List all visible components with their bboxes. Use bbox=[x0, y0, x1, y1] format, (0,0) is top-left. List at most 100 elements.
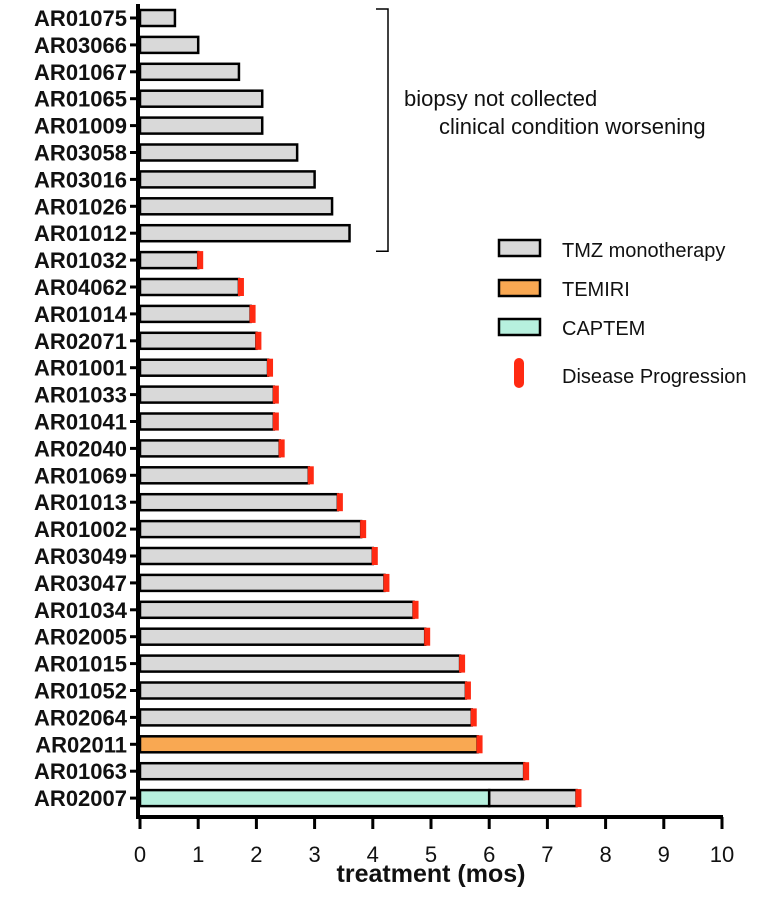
bar-segment-tmz bbox=[138, 35, 200, 55]
bar-segment-tmz bbox=[138, 250, 200, 270]
x-tick-label: 4 bbox=[367, 842, 379, 867]
progression-marker bbox=[412, 600, 419, 619]
legend-label-tmz: TMZ monotherapy bbox=[562, 240, 725, 262]
y-tick-label: AR01063 bbox=[34, 759, 127, 784]
progression-marker bbox=[272, 385, 279, 404]
x-tick-label: 9 bbox=[658, 842, 670, 867]
bar-segment-tmz bbox=[138, 89, 264, 108]
x-tick-label: 0 bbox=[134, 842, 146, 867]
bar-segment-captem bbox=[138, 788, 491, 808]
bar-segment-tmz bbox=[138, 412, 276, 431]
bar-segment-tmz bbox=[138, 358, 270, 377]
progression-marker bbox=[424, 627, 431, 646]
progression-marker bbox=[336, 493, 343, 512]
bar-segment-tmz bbox=[138, 197, 334, 216]
y-tick-label: AR01075 bbox=[34, 6, 127, 31]
y-tick-label: AR01014 bbox=[34, 302, 128, 327]
legend-label-temiri: TEMIRI bbox=[562, 279, 630, 301]
y-tick-label: AR01002 bbox=[34, 517, 127, 542]
y-tick-label: AR02007 bbox=[34, 786, 127, 811]
y-tick-label: AR01009 bbox=[34, 114, 127, 139]
y-tick-label: AR01013 bbox=[34, 490, 127, 515]
y-tick-label: AR01034 bbox=[34, 598, 128, 623]
progression-marker bbox=[523, 762, 530, 781]
bar-segment-tmz bbox=[138, 761, 526, 781]
bar-segment-tmz bbox=[138, 573, 386, 593]
annotation-line-2: clinical condition worsening bbox=[439, 114, 706, 139]
y-tick-label: AR01067 bbox=[34, 60, 127, 85]
y-tick-label: AR01052 bbox=[34, 679, 127, 704]
bar-segment-tmz bbox=[138, 492, 340, 512]
progression-marker bbox=[470, 708, 477, 727]
bar-segment-tmz bbox=[138, 627, 427, 646]
progression-marker bbox=[249, 304, 256, 323]
progression-marker bbox=[371, 547, 378, 565]
y-tick-label: AR01033 bbox=[34, 383, 127, 408]
y-tick-label: AR02071 bbox=[34, 329, 127, 354]
x-tick-label: 2 bbox=[250, 842, 262, 867]
y-tick-labels: AR01075AR03066AR01067AR01065AR01009AR030… bbox=[34, 6, 138, 811]
progression-marker bbox=[360, 520, 367, 539]
progression-marker bbox=[272, 412, 279, 431]
annotation-group: biopsy not collected clinical condition … bbox=[376, 8, 706, 252]
y-tick-label: AR02011 bbox=[35, 732, 127, 757]
legend-label-progression: Disease Progression bbox=[562, 366, 747, 388]
legend-swatch-progression bbox=[514, 358, 524, 388]
legend: TMZ monotherapy TEMIRI CAPTEM Disease Pr… bbox=[497, 238, 747, 388]
bar-segment-tmz bbox=[138, 546, 375, 566]
x-tick-label: 6 bbox=[483, 842, 495, 867]
annotation-bracket bbox=[376, 8, 389, 252]
legend-label-captem: CAPTEM bbox=[562, 318, 645, 340]
progression-marker bbox=[459, 654, 466, 673]
y-tick-label: AR03016 bbox=[34, 167, 127, 192]
legend-swatch-temiri bbox=[497, 278, 542, 298]
bar-segment-tmz bbox=[138, 681, 468, 700]
bar-segment-tmz bbox=[138, 277, 241, 297]
y-tick-label: AR02040 bbox=[34, 436, 127, 461]
bar-segment-tmz bbox=[138, 519, 363, 539]
y-tick-label: AR01026 bbox=[34, 194, 127, 219]
x-tick-label: 7 bbox=[541, 842, 553, 867]
bar-segment-tmz bbox=[138, 385, 276, 404]
y-tick-label: AR04062 bbox=[34, 275, 127, 300]
y-tick-label: AR01001 bbox=[34, 356, 127, 381]
progression-marker bbox=[575, 789, 582, 808]
progression-marker bbox=[464, 681, 471, 700]
y-tick-label: AR03058 bbox=[34, 141, 127, 166]
y-tick-label: AR02064 bbox=[34, 705, 128, 730]
bar-segment-tmz bbox=[138, 600, 415, 620]
y-tick-label: AR01015 bbox=[34, 652, 127, 677]
bar-segment-temiri bbox=[138, 735, 479, 754]
annotation-line-1: biopsy not collected bbox=[404, 86, 597, 111]
bar-segment-tmz bbox=[138, 62, 241, 82]
bar-segment-tmz bbox=[138, 304, 252, 324]
y-tick-label: AR03047 bbox=[34, 571, 127, 596]
progression-marker bbox=[197, 251, 204, 270]
progression-marker bbox=[476, 735, 483, 754]
bar-segment-tmz bbox=[138, 116, 264, 135]
bar-segment-tmz bbox=[138, 466, 311, 485]
progression-marker bbox=[278, 439, 285, 458]
progression-marker bbox=[307, 466, 314, 485]
y-tick-label: AR01012 bbox=[34, 221, 127, 246]
x-tick-label: 3 bbox=[308, 842, 320, 867]
x-tick-label: 8 bbox=[599, 842, 611, 867]
legend-swatch-captem bbox=[497, 317, 542, 337]
x-tick-label: 1 bbox=[192, 842, 204, 867]
bar-segment-tmz bbox=[138, 708, 473, 727]
x-axis-title: treatment (mos) bbox=[337, 860, 526, 888]
bar-segment-tmz bbox=[138, 8, 177, 28]
progression-marker bbox=[237, 278, 244, 296]
y-tick-label: AR01041 bbox=[34, 410, 127, 435]
legend-swatch-tmz bbox=[497, 238, 542, 258]
bar-segment-tmz bbox=[487, 788, 578, 808]
bar-segment-tmz bbox=[138, 331, 258, 351]
bar-segment-tmz bbox=[138, 170, 316, 189]
progression-marker bbox=[267, 358, 274, 377]
bar-segment-tmz bbox=[138, 439, 281, 458]
x-tick-label: 5 bbox=[425, 842, 437, 867]
y-tick-label: AR01069 bbox=[34, 463, 127, 488]
y-tick-label: AR03066 bbox=[34, 33, 127, 58]
bar-segment-tmz bbox=[138, 223, 351, 243]
